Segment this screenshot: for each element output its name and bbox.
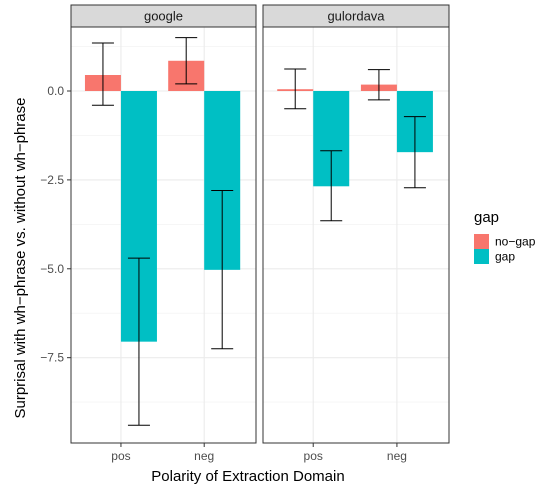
- errorbar-no-gap-neg: [175, 37, 198, 85]
- legend-label-1: gap: [495, 250, 515, 264]
- facet-panels: google pos neg gulordava pos neg: [70, 4, 450, 463]
- x-axis-title: Polarity of Extraction Domain: [151, 468, 344, 485]
- legend-swatch-0: [474, 234, 489, 249]
- legend-swatch-1: [474, 249, 489, 264]
- panel-border: [70, 26, 257, 444]
- y-tick-label: 0.0: [47, 84, 64, 98]
- x-tick-label: neg: [194, 449, 214, 463]
- errorbar-no-gap-neg: [367, 69, 390, 101]
- y-tick-label: −7.5: [40, 351, 64, 365]
- errorbar-gap-neg: [403, 116, 426, 189]
- legend-label-0: no−gap: [495, 235, 536, 249]
- errorbar-no-gap-pos: [91, 42, 114, 106]
- y-axis-title: Surprisal with wh−phrase vs. without wh−…: [12, 98, 29, 419]
- errorbar-gap-pos: [127, 257, 150, 426]
- legend-title: gap: [474, 209, 499, 226]
- facet-strip-label: google: [144, 9, 183, 24]
- errorbar-no-gap-pos: [284, 68, 307, 110]
- facet-google: google pos neg: [70, 4, 257, 463]
- x-tick-label: pos: [111, 449, 130, 463]
- y-tick-label: −2.5: [40, 173, 64, 187]
- errorbar-gap-pos: [320, 150, 343, 222]
- x-tick-label: pos: [304, 449, 323, 463]
- x-tick-label: neg: [387, 449, 407, 463]
- y-tick-label: −5.0: [40, 262, 64, 276]
- facet-gulordava: gulordava pos neg: [262, 4, 450, 463]
- y-axis: 0.0 −2.5 −5.0 −7.5: [40, 84, 71, 365]
- panel-border: [262, 26, 450, 444]
- errorbar-gap-neg: [211, 190, 234, 350]
- facet-strip-label: gulordava: [327, 9, 385, 24]
